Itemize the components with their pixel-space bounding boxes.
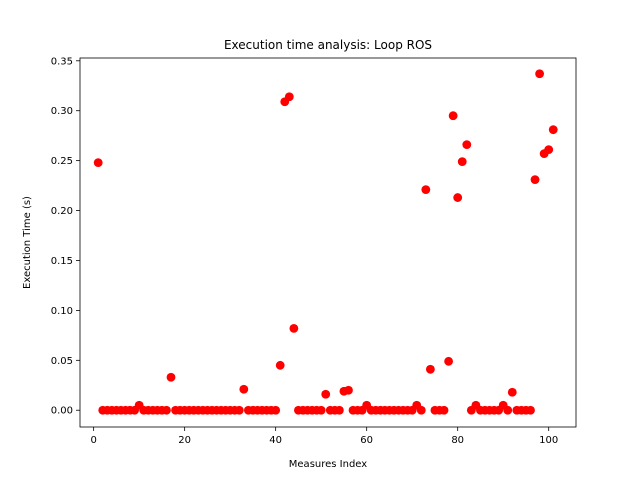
y-tick-label: 0.10 bbox=[51, 306, 73, 317]
data-point bbox=[234, 405, 244, 415]
y-tick-label: 0.25 bbox=[51, 156, 73, 167]
y-tick-label: 0.15 bbox=[51, 256, 73, 267]
data-point bbox=[239, 384, 249, 394]
x-tick-label: 20 bbox=[178, 435, 191, 446]
data-point bbox=[448, 111, 458, 121]
data-point bbox=[93, 158, 103, 168]
y-tick-label: 0.00 bbox=[51, 406, 73, 417]
data-point bbox=[289, 323, 299, 333]
data-points bbox=[93, 69, 558, 415]
x-axis-ticks: 0 20 40 60 80 100 bbox=[90, 427, 558, 446]
data-point bbox=[284, 92, 294, 102]
x-tick-label: 80 bbox=[451, 435, 464, 446]
data-point bbox=[453, 193, 463, 202]
y-tick-label: 0.20 bbox=[51, 206, 73, 217]
data-point bbox=[166, 372, 176, 382]
plot-area bbox=[79, 57, 577, 428]
y-axis-label: Execution Time (s) bbox=[22, 196, 33, 289]
y-tick-label: 0.05 bbox=[51, 356, 73, 367]
data-point bbox=[439, 405, 449, 415]
x-tick-label: 60 bbox=[360, 435, 373, 446]
plot-frame bbox=[79, 57, 577, 428]
data-point bbox=[535, 69, 544, 79]
data-point bbox=[334, 405, 344, 415]
data-point bbox=[462, 140, 472, 150]
data-point bbox=[316, 405, 326, 415]
data-point bbox=[548, 125, 558, 135]
data-point bbox=[275, 360, 285, 370]
y-tick-label: 0.35 bbox=[51, 56, 73, 67]
chart-title: Execution time analysis: Loop ROS bbox=[224, 38, 432, 52]
data-point bbox=[321, 389, 331, 399]
data-point bbox=[507, 387, 517, 397]
data-point bbox=[271, 405, 281, 415]
data-point bbox=[425, 364, 435, 374]
data-point bbox=[526, 405, 535, 415]
y-axis-ticks: 0.00 0.05 0.10 0.15 0.20 0.25 0.30 0.35 bbox=[51, 56, 80, 417]
data-point bbox=[530, 175, 540, 185]
data-point bbox=[421, 185, 431, 194]
data-point bbox=[503, 405, 513, 415]
data-point bbox=[444, 356, 453, 366]
x-axis-label: Measures Index bbox=[289, 459, 368, 470]
x-tick-label: 100 bbox=[539, 435, 558, 446]
data-point bbox=[457, 157, 467, 167]
x-tick-label: 0 bbox=[90, 435, 96, 446]
y-tick-label: 0.30 bbox=[51, 106, 73, 117]
data-point bbox=[544, 145, 554, 155]
data-point bbox=[162, 405, 171, 415]
data-point bbox=[416, 405, 426, 415]
x-tick-label: 40 bbox=[269, 435, 282, 446]
data-point bbox=[344, 385, 353, 395]
